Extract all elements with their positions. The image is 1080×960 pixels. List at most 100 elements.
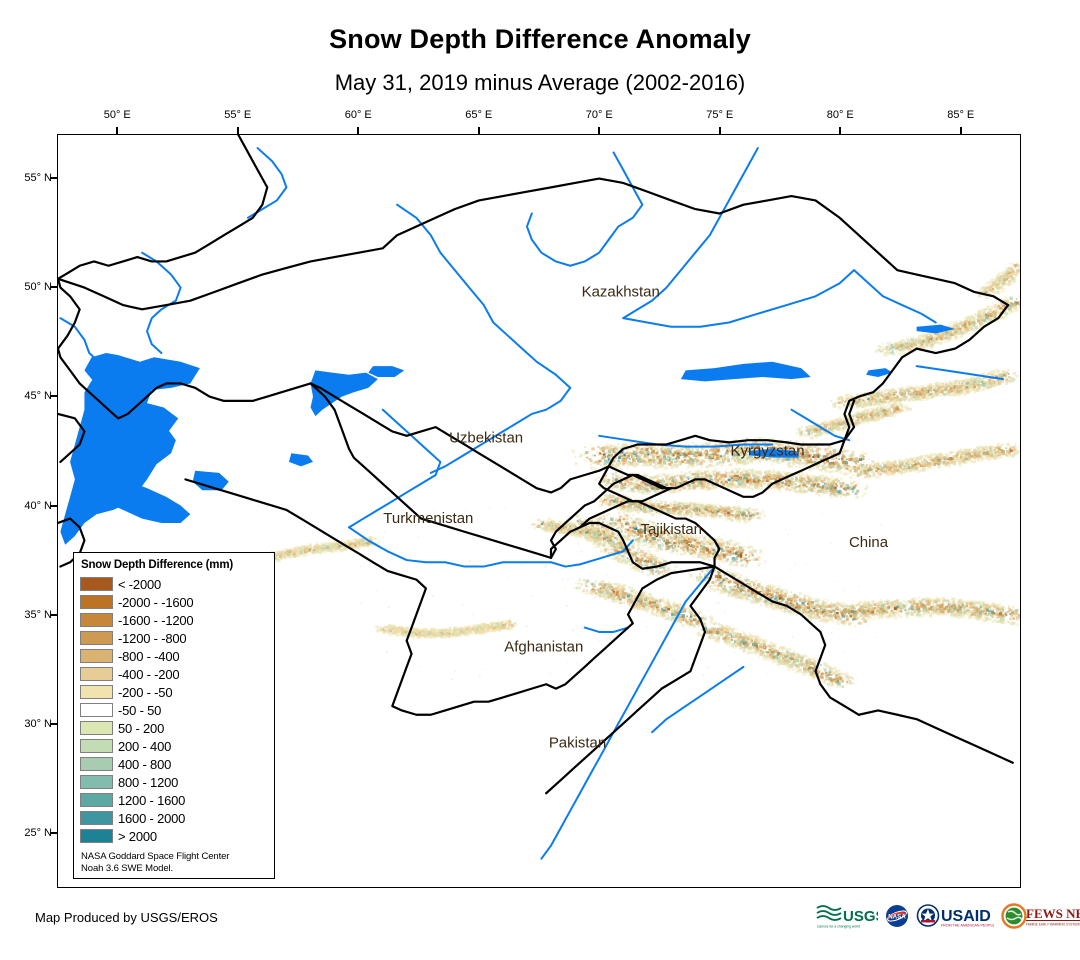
anomaly-cell xyxy=(697,449,699,451)
anomaly-cell xyxy=(612,521,615,525)
anomaly-cell xyxy=(719,474,722,477)
anomaly-cell xyxy=(701,483,706,487)
anomaly-cell xyxy=(623,445,626,448)
anomaly-cell xyxy=(846,492,849,495)
anomaly-cell xyxy=(634,464,637,467)
anomaly-cell xyxy=(726,474,729,477)
anomaly-cell xyxy=(723,509,726,512)
anomaly-cell xyxy=(849,471,852,474)
anomaly-cell xyxy=(743,520,747,524)
anomaly-cell xyxy=(619,540,622,543)
anomaly-cell xyxy=(696,464,699,466)
anomaly-cell xyxy=(752,509,756,512)
anomaly-cell xyxy=(678,513,682,516)
anomaly-cell xyxy=(819,469,822,472)
anomaly-cell xyxy=(799,480,803,483)
anomaly-cell xyxy=(720,514,723,517)
anomaly-cell xyxy=(603,455,607,459)
anomaly-cell xyxy=(750,448,754,452)
anomaly-cell xyxy=(698,506,702,509)
anomaly-cell xyxy=(647,501,652,505)
anomaly-cell xyxy=(865,484,869,487)
anomaly-cell xyxy=(745,481,748,484)
anomaly-cell xyxy=(669,502,672,505)
anomaly-cell xyxy=(707,486,712,491)
anomaly-cell xyxy=(694,547,698,550)
anomaly-cell xyxy=(601,447,604,449)
anomaly-cell xyxy=(731,556,735,560)
anomaly-cell xyxy=(600,529,604,533)
anomaly-cell xyxy=(732,485,737,489)
anomaly-cell xyxy=(596,462,600,465)
anomaly-cell xyxy=(827,445,831,449)
anomaly-cell xyxy=(650,446,654,449)
anomaly-cell xyxy=(620,475,624,478)
anomaly-cell xyxy=(714,448,718,452)
anomaly-cell xyxy=(676,550,678,553)
anomaly-cell xyxy=(733,460,737,463)
anomaly-cell xyxy=(746,481,750,484)
anomaly-cell xyxy=(664,500,667,503)
anomaly-cell xyxy=(828,493,832,496)
anomaly-cell xyxy=(770,487,773,489)
anomaly-cell xyxy=(839,495,843,499)
anomaly-cell xyxy=(705,454,708,457)
anomaly-cell xyxy=(863,461,866,464)
anomaly-cell xyxy=(648,519,651,523)
anomaly-cell xyxy=(738,510,742,513)
anomaly-cell xyxy=(634,538,638,542)
anomaly-cell xyxy=(647,484,650,487)
anomaly-cell xyxy=(641,474,645,477)
anomaly-cell xyxy=(813,482,817,486)
anomaly-cell xyxy=(824,483,828,487)
anomaly-cell xyxy=(710,514,714,517)
anomaly-cell xyxy=(713,509,716,512)
anomaly-cell xyxy=(651,522,654,524)
anomaly-cell xyxy=(762,441,765,444)
anomaly-cell xyxy=(739,552,743,555)
anomaly-cell xyxy=(742,468,746,471)
anomaly-cell xyxy=(663,508,667,512)
anomaly-cell xyxy=(633,451,638,455)
anomaly-cell xyxy=(799,447,803,450)
anomaly-cell xyxy=(701,545,704,548)
anomaly-cell xyxy=(795,477,798,481)
anomaly-cell xyxy=(605,459,609,463)
anomaly-cell xyxy=(605,478,609,482)
anomaly-cell xyxy=(595,518,599,522)
anomaly-cell xyxy=(752,441,755,444)
anomaly-cell xyxy=(656,449,660,453)
anomaly-cell xyxy=(633,506,636,509)
anomaly-cell xyxy=(802,465,805,468)
anomaly-cell xyxy=(767,455,772,459)
anomaly-cell xyxy=(605,514,608,517)
anomaly-cell xyxy=(660,461,664,465)
anomaly-cell xyxy=(649,477,653,480)
anomaly-cell xyxy=(634,490,637,493)
anomaly-cell xyxy=(718,504,721,506)
anomaly-cell xyxy=(635,502,637,505)
anomaly-cell xyxy=(702,545,706,549)
anomaly-cell xyxy=(688,547,693,551)
anomaly-cell xyxy=(661,477,664,480)
anomaly-cell xyxy=(632,513,635,516)
anomaly-cell xyxy=(664,503,666,506)
anomaly-cell xyxy=(675,540,678,543)
anomaly-cell xyxy=(648,476,652,480)
anomaly-cell xyxy=(584,451,588,454)
anomaly-cell xyxy=(778,473,781,475)
anomaly-cell xyxy=(660,502,663,505)
anomaly-cell xyxy=(700,459,704,462)
anomaly-cell xyxy=(619,527,624,531)
anomaly-cell xyxy=(765,445,768,448)
anomaly-cell xyxy=(752,473,756,476)
anomaly-cell xyxy=(792,474,796,477)
anomaly-cell xyxy=(674,465,678,469)
anomaly-cell xyxy=(785,484,789,488)
anomaly-cell xyxy=(606,451,610,455)
anomaly-cell xyxy=(688,532,691,535)
anomaly-cell xyxy=(603,462,607,465)
anomaly-cell xyxy=(688,532,692,536)
anomaly-cell xyxy=(602,479,606,483)
anomaly-cell xyxy=(627,531,631,535)
